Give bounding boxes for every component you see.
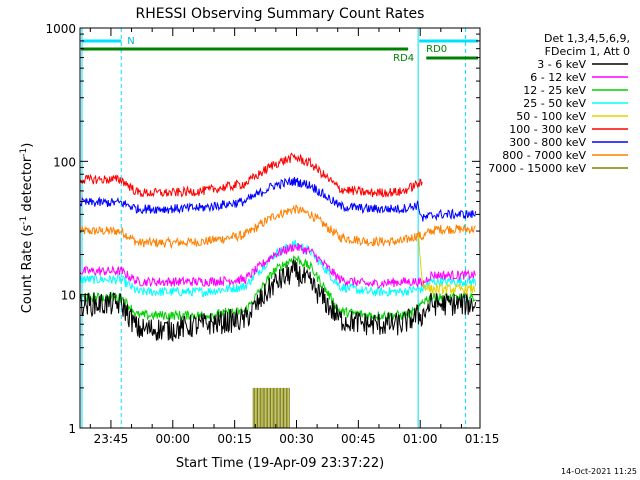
- y-tick-label-0: 1: [68, 422, 76, 436]
- x-tick-label-1: 00:00: [155, 432, 190, 446]
- x-axis-label: Start Time (19-Apr-09 23:37:22): [176, 456, 384, 471]
- legend-label-2: 12 - 25 keV: [523, 84, 586, 97]
- x-tick-label-2: 00:15: [217, 432, 252, 446]
- y-axis-label-b: detector: [20, 156, 35, 216]
- legend-header-line2: FDecim 1, Att 0: [545, 45, 630, 58]
- legend-header-line1: Det 1,3,4,5,6,9,: [544, 32, 630, 45]
- rd4-label: RD4: [393, 53, 414, 64]
- legend-label-0: 3 - 6 keV: [537, 58, 586, 71]
- x-tick-label-0: 23:45: [94, 432, 129, 446]
- n-label: N: [127, 36, 134, 47]
- series-line-4: [417, 234, 476, 296]
- y-tick-label-2: 100: [53, 155, 76, 169]
- x-tick-label-5: 01:00: [403, 432, 438, 446]
- legend-label-8: 7000 - 15000 keV: [488, 162, 586, 175]
- series-line-5: [79, 152, 423, 198]
- chart-title: RHESSI Observing Summary Count Rates: [136, 6, 425, 22]
- legend-label-7: 800 - 7000 keV: [502, 149, 586, 162]
- legend-label-4: 50 - 100 keV: [516, 110, 586, 123]
- time-bands: [81, 28, 467, 428]
- legend-label-5: 100 - 300 keV: [509, 123, 586, 136]
- legend-label-6: 300 - 800 keV: [509, 136, 586, 149]
- rd0-label: RD0: [426, 44, 447, 55]
- series-line-7: [79, 204, 476, 250]
- legend-label-3: 25 - 50 keV: [523, 97, 586, 110]
- x-tick-label-6: 01:15: [465, 432, 500, 446]
- legend-label-1: 6 - 12 keV: [530, 71, 586, 84]
- mode-overlay: N RD0 RD4: [81, 36, 478, 64]
- y-axis-label-exp2: -1: [19, 148, 29, 157]
- series-line-1: [79, 242, 477, 289]
- series-line-8: [252, 387, 290, 428]
- series-line-0: [79, 258, 477, 343]
- y-axis-label-c: ): [20, 143, 35, 148]
- y-axis-label-a: Count Rate (s: [20, 225, 35, 314]
- footer-date: 14-Oct-2021 11:25: [561, 467, 637, 476]
- y-tick-label-3: 1000: [45, 22, 76, 36]
- y-axis-label-exp1: -1: [19, 216, 29, 225]
- axis-ticks: 23:45 00:00 00:15 00:30 00:45 01:00 01:15 1 10 10…: [45, 22, 499, 446]
- x-tick-label-4: 00:45: [341, 432, 376, 446]
- series-line-6: [79, 176, 477, 222]
- series-line-3: [79, 239, 477, 298]
- x-tick-label-3: 00:30: [279, 432, 314, 446]
- series-layer: [79, 152, 477, 428]
- plot-frame: [79, 27, 481, 429]
- y-tick-label-1: 10: [61, 289, 76, 303]
- y-axis-label: Count Rate (s-1 detector-1): [19, 143, 35, 314]
